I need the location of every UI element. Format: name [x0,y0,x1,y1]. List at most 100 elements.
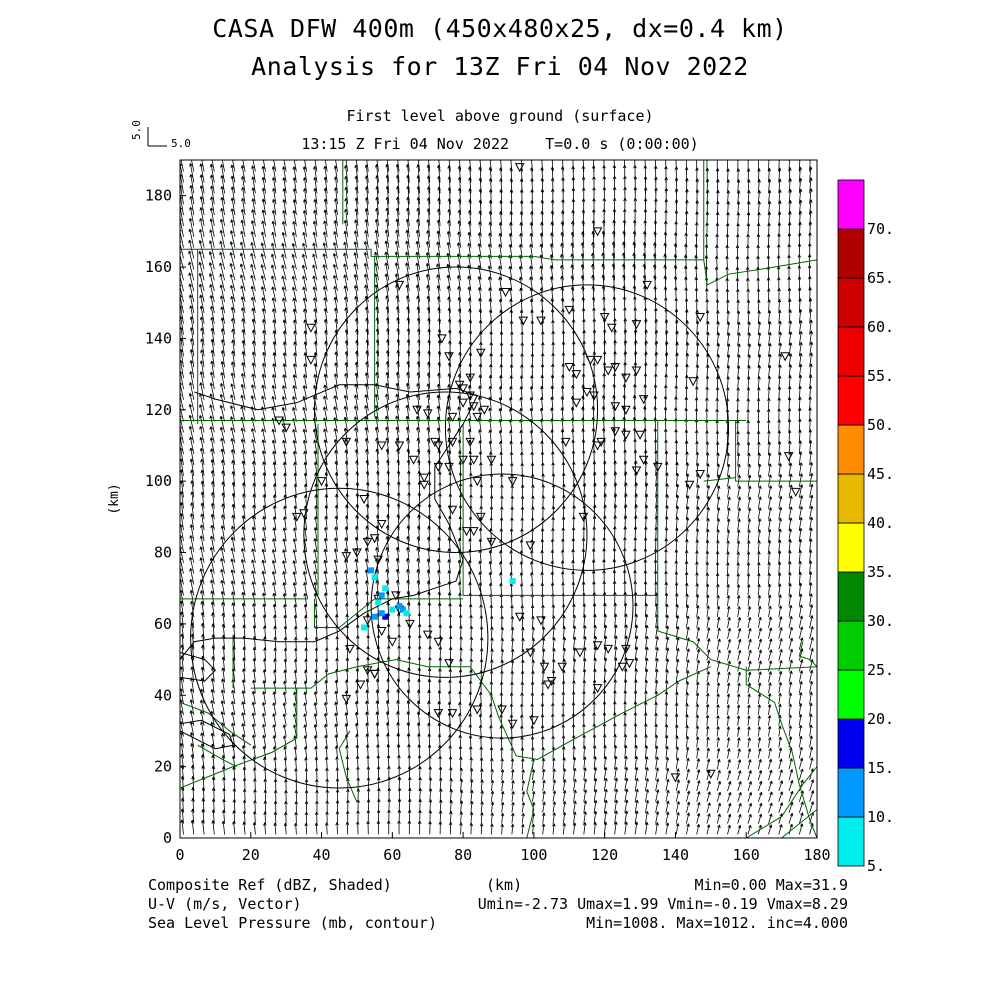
y-tick-label: 120 [145,401,172,419]
x-tick-label: 60 [383,846,401,864]
colorbar-swatch [837,718,865,769]
plot-frame [179,159,818,839]
station-marker [362,616,373,626]
footer-stats-pressure: Min=1008. Max=1012. inc=4.000 [586,914,848,932]
station-marker [635,430,645,440]
station-marker [433,462,444,472]
x-tick-label: 20 [242,846,260,864]
y-tick-label: 160 [145,258,172,276]
station-marker [433,441,444,451]
station-marker [412,405,422,415]
station-marker [465,373,476,383]
reflectivity-cell [361,624,368,631]
station-marker [575,648,585,658]
colorbar-swatch [837,179,865,230]
station-marker [376,519,387,530]
station-marker [475,348,486,358]
x-tick-label: 100 [520,846,547,864]
colorbar-label: 10. [867,808,894,826]
station-marker [525,541,536,551]
station-marker [705,769,716,779]
station-marker [486,537,497,547]
station-marker [695,470,706,480]
county-boundary-line [781,809,817,838]
county-boundary-line [657,595,817,671]
station-marker [394,280,405,290]
y-axis-label: (km) [107,483,122,514]
station-marker [596,437,606,447]
station-marker [518,316,529,326]
reflectivity-cell [382,613,389,620]
colorbar-swatch [837,620,865,671]
pressure-contour-line [180,719,234,750]
station-marker [376,627,387,637]
station-marker [486,455,497,465]
radar-range-ring [370,473,634,739]
station-marker [592,641,603,651]
axes: 0 20 40 60 80 100 120 140 160 180 0 20 40 60 80 100 120 1… [107,159,831,864]
colorbar: 5. 10. 15. 20. 25. 30. 35. 40. 45. 50. 55. 60. 65. 70… [837,179,894,875]
colorbar-swatch [837,669,865,720]
pressure-contour-line [180,651,217,682]
x-tick-label: 80 [454,846,472,864]
station-marker [684,480,695,490]
station-marker [369,669,380,679]
station-marker [543,680,553,690]
station-marker [345,644,355,654]
station-marker [447,412,458,422]
county-boundary-line [180,160,705,261]
station-marker [536,616,546,626]
station-marker [274,416,284,426]
station-marker [592,355,603,365]
station-marker [465,437,476,447]
colorbar-label: 15. [867,759,894,777]
station-marker [592,441,603,451]
colorbar-label: 65. [867,269,894,287]
station-marker [373,555,384,565]
colorbar-swatch [837,277,865,328]
station-marker [479,405,490,415]
station-marker [422,630,433,640]
y-tick-label: 140 [145,329,172,347]
station-marker [362,666,373,676]
reflectivity-cell [378,610,385,617]
station-marker [529,716,539,726]
station-marker [306,355,316,365]
pressure-contour-line [180,384,478,660]
footer-field-wind: U-V (m/s, Vector) [148,895,302,913]
station-marker [610,402,621,412]
colorbar-swatch [837,326,865,377]
county-boundary-line [516,666,712,761]
colorbar-label: 20. [867,710,894,728]
station-marker [514,163,525,173]
station-marker [500,288,511,298]
x-tick-label: 160 [733,846,760,864]
colorbar-swatch [837,522,865,573]
colorbar-swatch [837,473,865,524]
reflectivity-cell [399,606,406,613]
station-marker [621,430,631,440]
station-marker [341,552,352,562]
station-marker [376,441,387,451]
y-tick-label: 40 [154,686,172,704]
colorbar-swatch [837,228,865,279]
station-marker [688,377,698,387]
county-boundary-line [798,641,817,668]
station-marker [603,644,614,654]
station-marker [507,719,518,729]
x-axis-unit: (km) [486,876,523,894]
county-boundary-line [180,701,252,746]
x-tick-label: 180 [803,846,830,864]
county-boundaries [180,160,817,838]
station-marker [458,398,468,408]
station-marker [507,477,518,487]
station-marker [610,427,621,437]
station-marker [670,773,681,783]
station-marker [589,391,599,401]
county-boundary-line [313,598,464,628]
station-marker [369,669,380,679]
station-marker [291,512,302,522]
station-marker [564,305,575,315]
station-marker [419,480,430,490]
